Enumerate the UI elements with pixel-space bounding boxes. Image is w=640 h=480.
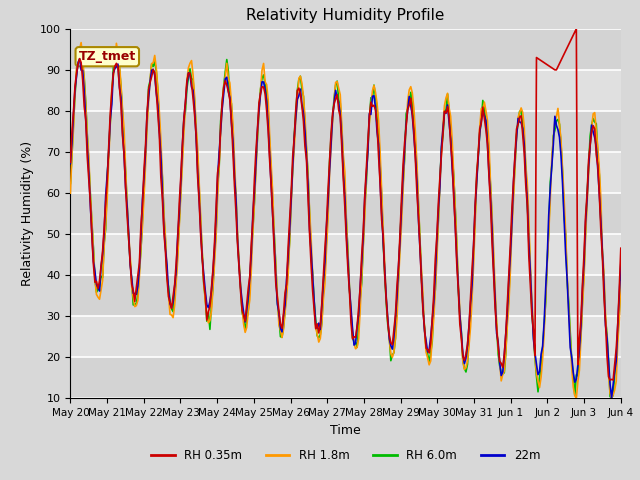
- Bar: [70, 357, 621, 398]
- Y-axis label: Relativity Humidity (%): Relativity Humidity (%): [21, 141, 34, 286]
- Title: Relativity Humidity Profile: Relativity Humidity Profile: [246, 9, 445, 24]
- Legend: RH 0.35m, RH 1.8m, RH 6.0m, 22m: RH 0.35m, RH 1.8m, RH 6.0m, 22m: [147, 444, 545, 467]
- Text: TZ_tmet: TZ_tmet: [79, 50, 136, 63]
- Bar: [70, 193, 621, 234]
- Bar: [70, 275, 621, 316]
- X-axis label: Time: Time: [330, 424, 361, 437]
- Bar: [70, 29, 621, 70]
- Bar: [70, 111, 621, 152]
